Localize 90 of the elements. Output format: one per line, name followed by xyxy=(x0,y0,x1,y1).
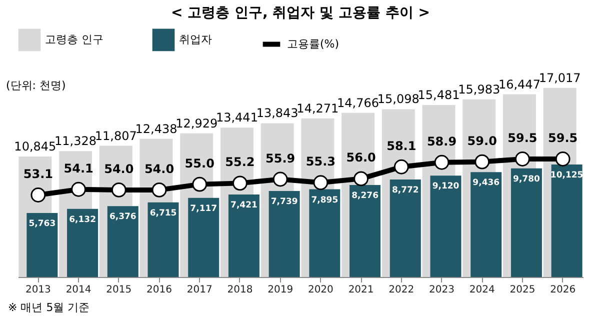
x-tick-label: 2014 xyxy=(66,284,92,296)
point xyxy=(434,154,450,170)
point xyxy=(354,171,368,186)
data-label: 59.5 xyxy=(508,131,538,145)
bar xyxy=(430,176,462,277)
data-label: 6,715 xyxy=(150,208,177,218)
data-label: 54.0 xyxy=(104,162,134,176)
data-label: 13,843 xyxy=(256,106,298,120)
point xyxy=(394,159,409,174)
data-label: 9,780 xyxy=(513,174,540,184)
data-label: 59.5 xyxy=(548,131,578,145)
data-label: 16,447 xyxy=(498,77,540,92)
bar xyxy=(510,168,542,277)
x-tick-label: 2015 xyxy=(106,284,132,296)
data-label: 54.1 xyxy=(64,161,94,176)
data-label: 58.1 xyxy=(386,138,416,153)
point xyxy=(272,172,288,187)
point xyxy=(474,154,490,170)
x-tick-label: 2016 xyxy=(146,284,172,296)
x-tick-label: 2020 xyxy=(308,284,334,296)
bar xyxy=(67,208,98,277)
data-label: 59.0 xyxy=(467,134,497,148)
data-label: 14,766 xyxy=(337,96,380,110)
legend-label: 고령층 인구 xyxy=(45,32,104,46)
data-label: 15,098 xyxy=(377,92,420,106)
data-label: 7,739 xyxy=(270,197,298,208)
x-tick-label: 2022 xyxy=(388,284,414,296)
data-label: 12,929 xyxy=(176,116,218,130)
bar xyxy=(107,206,138,277)
data-label: 9,120 xyxy=(432,182,460,192)
bar xyxy=(551,164,582,277)
data-label: 55.3 xyxy=(306,154,336,169)
point xyxy=(555,152,570,166)
data-label: 55.9 xyxy=(266,151,296,166)
data-label: 6,376 xyxy=(109,212,136,222)
point xyxy=(152,182,167,198)
x-tick-label: 2024 xyxy=(469,284,495,296)
x-tick-label: 2013 xyxy=(25,284,51,296)
point xyxy=(232,176,248,191)
data-label: 6,132 xyxy=(69,214,96,225)
data-label: 55.2 xyxy=(225,155,255,170)
x-tick-label: 2018 xyxy=(227,284,253,296)
bar xyxy=(350,185,381,277)
text: ※ 매년 5월 기준 xyxy=(8,300,90,315)
legend-label: 취업자 xyxy=(179,32,212,46)
bar xyxy=(148,202,179,277)
bar xyxy=(309,189,340,277)
data-label: 56.0 xyxy=(346,150,376,165)
x-tick-label: 2017 xyxy=(186,284,212,296)
x-tick-label: 2021 xyxy=(348,284,374,296)
point xyxy=(515,152,530,166)
point xyxy=(111,182,126,198)
data-label: 12,438 xyxy=(135,122,178,136)
data-label: 15,481 xyxy=(418,88,460,102)
x-tick-label: 2026 xyxy=(550,284,576,296)
data-label: 54.0 xyxy=(144,162,174,176)
x-tick-label: 2019 xyxy=(268,284,294,296)
data-label: 7,895 xyxy=(311,195,338,206)
data-label: 10,125 xyxy=(550,170,584,180)
annotation: (단위: 천명) xyxy=(6,78,66,93)
bar xyxy=(268,191,300,277)
data-label: 7,117 xyxy=(190,204,218,214)
bar xyxy=(188,198,220,277)
data-label: 9,436 xyxy=(472,178,500,188)
point xyxy=(30,188,46,202)
data-label: 55.0 xyxy=(184,156,214,170)
data-label: 10,845 xyxy=(14,140,56,154)
bar xyxy=(228,194,260,277)
data-label: 13,441 xyxy=(216,110,258,125)
point xyxy=(313,175,328,190)
data-label: 14,271 xyxy=(296,101,339,116)
data-label: 15,983 xyxy=(458,82,500,96)
bar xyxy=(390,180,421,277)
point xyxy=(192,176,208,192)
data-label: 58.9 xyxy=(426,134,457,148)
x-tick-label: 2023 xyxy=(429,284,454,296)
legend-label: 고용률(%) xyxy=(287,37,340,50)
data-label: 11,807 xyxy=(94,128,137,143)
data-label: 17,017 xyxy=(538,70,581,85)
chart-title: < 고령층 인구, 취업자 및 고용률 추이 > xyxy=(171,5,430,21)
bar xyxy=(26,212,58,277)
data-label: 7,421 xyxy=(230,200,258,211)
data-label: 53.1 xyxy=(23,167,53,181)
data-label: 11,328 xyxy=(54,134,97,148)
bar xyxy=(470,172,502,277)
point xyxy=(71,182,86,197)
x-tick-label: 2025 xyxy=(510,284,536,296)
data-label: 8,276 xyxy=(352,191,379,202)
data-label: 8,772 xyxy=(392,186,419,196)
data-label: 5,763 xyxy=(28,218,56,229)
